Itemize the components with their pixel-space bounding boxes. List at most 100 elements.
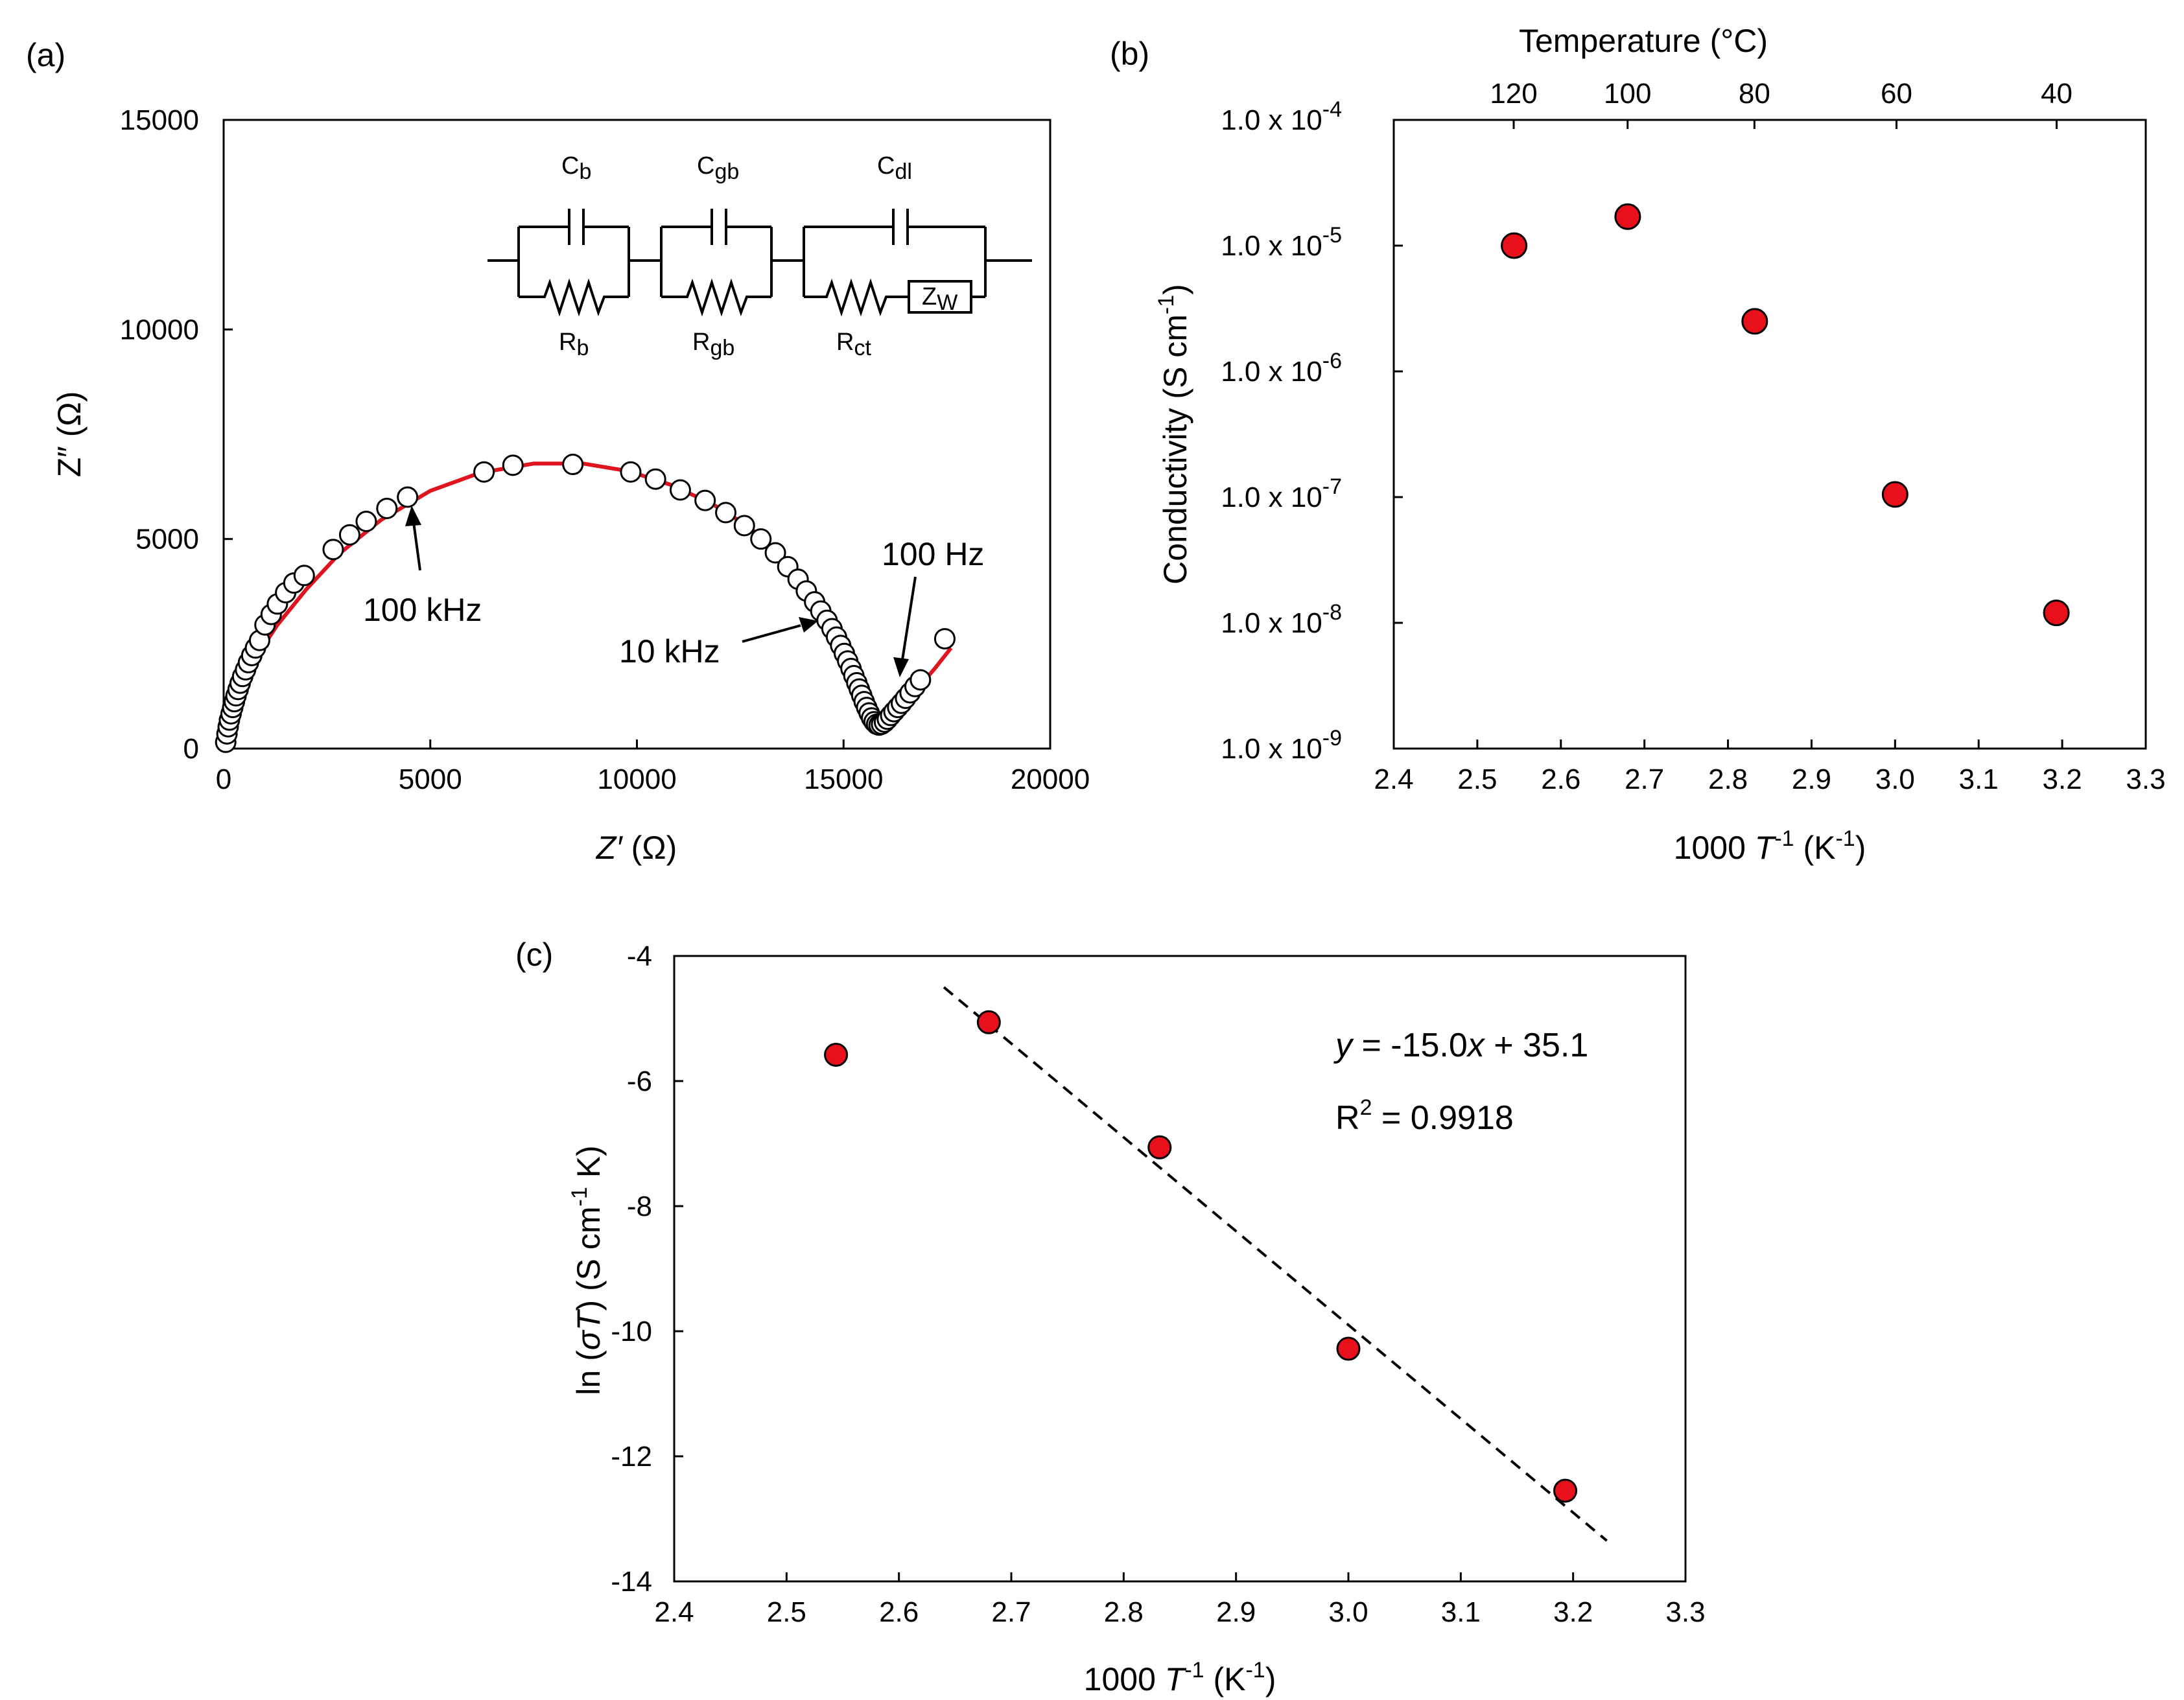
data-point [473,461,495,483]
data-point [338,524,360,546]
panel-a-label: (a) [26,37,65,73]
data-point [644,468,666,490]
data-point [2043,600,2070,627]
y-tick-label: -14 [611,1566,652,1598]
y-tick-label: 1.0 x 10-9 [1221,726,1342,765]
x-tick-label: 2.4 [654,1596,694,1628]
panel-b-x-ticks: 2.4 2.5 2.6 2.7 2.8 2.9 3.0 3.1 3.2 3.3 [1374,739,2166,795]
x-tick-label: 2.5 [1457,763,1497,795]
top-tick-label: 120 [1490,78,1537,110]
y-tick-label: -8 [627,1191,652,1222]
data-point [322,539,344,561]
x-tick-label: 3.3 [2126,763,2165,795]
x-tick-label: 2.9 [1792,763,1831,795]
panel-c-equation: y = -15.0x + 35.1 [1333,1027,1588,1064]
data-point [764,542,786,564]
panel-b-top-ticks: 120 100 80 60 40 [1490,78,2072,129]
x-tick-label: 3.0 [1875,763,1915,795]
x-tick-label: 3.2 [2043,763,2082,795]
label-cgb: Cgb [697,152,739,184]
top-tick-label: 40 [2041,78,2072,110]
x-tick-label: 0 [216,763,231,795]
panel-a: (a) 0 5000 10000 15000 20000 0 5000 10000 15000 [26,37,1090,866]
label-cdl: Cdl [877,152,912,184]
data-point [355,511,377,533]
y-tick-label: -12 [611,1441,652,1473]
x-tick-label: 3.0 [1328,1596,1368,1628]
y-tick-label: -6 [627,1065,652,1097]
label-zw: ZW [922,283,957,315]
y-tick-label: 1.0 x 10-6 [1221,349,1342,388]
x-tick-label: 3.3 [1665,1596,1705,1628]
x-tick-label: 3.2 [1553,1596,1593,1628]
panel-c-data-points [824,1010,1578,1503]
panel-c-dashed-fit-line [943,986,1608,1542]
data-point [1553,1478,1578,1503]
data-point [669,479,691,501]
panel-c-x-axis-title: 1000 T-1 (K-1) [1084,1658,1276,1697]
y-tick-label: 1.0 x 10-4 [1221,97,1342,136]
label-cb: Cb [561,152,591,184]
data-point [293,565,315,587]
panel-a-annotations: 100 kHz 10 kHz 100 Hz [363,506,984,677]
y-tick-label: 0 [183,733,199,765]
data-point [502,454,524,476]
x-tick-label: 2.8 [1708,763,1748,795]
x-tick-label: 2.7 [991,1596,1031,1628]
data-point [1147,1135,1172,1159]
panel-c-x-ticks: 2.4 2.5 2.6 2.7 2.8 2.9 3.0 3.1 3.2 3.3 [654,1572,1706,1628]
panel-b-y-ticks: 1.0 x 10-9 1.0 x 10-8 1.0 x 10-7 1.0 x 10-6… [1221,97,1403,765]
data-point [397,486,419,508]
label-rb: Rb [559,329,589,360]
data-point [715,502,737,524]
annotation-10khz: 10 kHz [619,633,720,670]
annotation-100hz: 100 Hz [882,536,984,572]
data-point [750,528,772,550]
y-tick-label: 1.0 x 10-5 [1221,223,1342,262]
panel-c-label: (c) [515,937,553,973]
x-tick-label: 2.9 [1216,1596,1256,1628]
data-point [933,628,956,650]
data-point [1614,203,1641,230]
y-tick-label: -10 [611,1316,652,1347]
label-rct: Rct [836,329,871,360]
x-tick-label: 2.7 [1625,763,1664,795]
y-tick-label: 5000 [135,524,199,555]
y-tick-label: 1.0 x 10-8 [1221,600,1342,639]
panel-c-r-squared: R2 = 0.9918 [1335,1095,1514,1137]
data-point [910,669,932,691]
x-tick-label: 3.1 [1441,1596,1481,1628]
top-tick-label: 60 [1881,78,1912,110]
data-point [620,461,642,483]
panel-b-top-axis-title: Temperature (°C) [1519,23,1768,59]
panel-a-y-ticks: 0 5000 10000 15000 [120,104,233,765]
x-tick-label: 15000 [804,763,883,795]
data-point [562,454,584,476]
panel-c-plot-frame [673,955,1687,1583]
y-tick-label: 15000 [120,104,199,136]
panel-b-plot-frame [1392,119,2147,750]
panel-b-y-axis-title: Conductivity (S cm-1) [1154,284,1193,585]
data-point [1881,481,1908,508]
x-tick-label: 5000 [399,763,462,795]
panel-b: (b) Temperature (°C) 2.4 2.5 2.6 2.7 2.8 2.9 3… [1110,23,2166,866]
x-tick-label: 2.6 [879,1596,919,1628]
panel-a-fit-line [222,461,953,749]
annotation-100khz: 100 kHz [363,592,482,628]
top-tick-label: 80 [1739,78,1770,110]
panel-a-y-axis-title: Z″ (Ω) [51,391,88,478]
data-point [694,489,716,511]
data-point [376,497,398,519]
top-tick-label: 100 [1604,78,1651,110]
panel-c: (c) 2.4 2.5 2.6 2.7 2.8 2.9 3.0 3.1 3.2 3.3 -14-1… [515,937,1706,1697]
panel-a-x-ticks: 0 5000 10000 15000 20000 [216,739,1090,795]
x-tick-label: 2.5 [767,1596,806,1628]
equivalent-circuit-inset [487,209,1032,317]
panel-a-x-axis-title: Z′ (Ω) [596,830,677,866]
x-tick-label: 10000 [597,763,676,795]
data-point [1741,308,1768,335]
x-tick-label: 20000 [1011,763,1090,795]
label-rgb: Rgb [692,329,734,360]
panel-b-label: (b) [1110,36,1149,72]
